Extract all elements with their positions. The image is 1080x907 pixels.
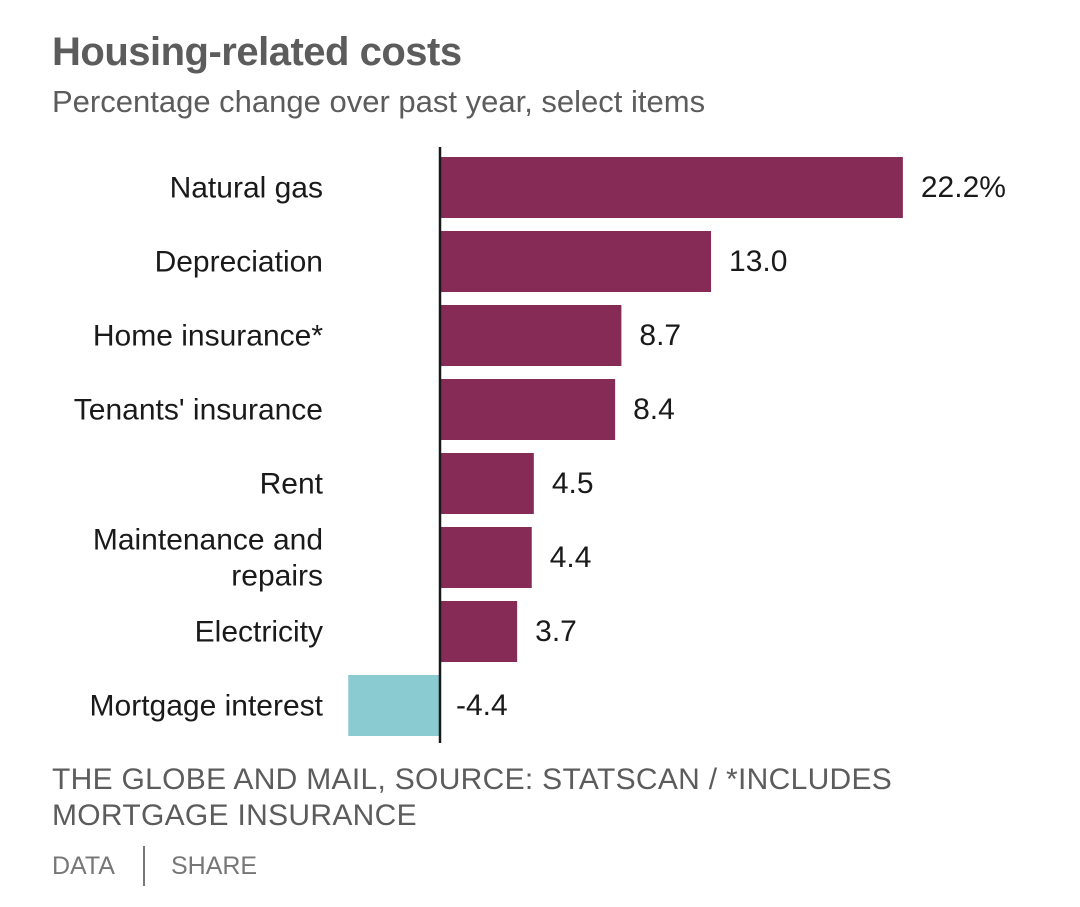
bar [440,231,712,292]
bars-layer [348,157,903,736]
category-label-line: Natural gas [170,171,323,204]
footer-divider [142,846,145,886]
category-label: Home insurance* [93,319,323,352]
category-label: Natural gas [170,171,323,204]
bar [440,379,616,440]
value-label: 4.5 [552,467,594,500]
category-label-line: repairs [231,559,323,592]
bar [440,601,518,662]
category-label-line: Electricity [195,615,323,648]
category-label-line: Home insurance* [93,319,323,352]
value-label: 8.4 [633,393,675,426]
category-label-line: Mortgage interest [90,689,324,722]
category-label: Maintenance and repairs [93,523,323,592]
category-label: Mortgage interest [90,689,324,722]
category-label-line: Depreciation [155,245,323,278]
bar-chart: 22.2% Natural gas 13.0 Depreciation 8.7 Home … [74,147,1006,743]
category-label: Rent [260,467,324,500]
category-label: Electricity [195,615,323,648]
data-link[interactable]: DATA [52,851,115,880]
bar [440,453,534,514]
bar [348,675,440,736]
bar [440,157,903,218]
bar [440,305,622,366]
chart-subtitle: Percentage change over past year, select… [52,84,706,119]
category-label-line: Maintenance and [93,523,323,556]
labels-layer: 22.2% Natural gas 13.0 Depreciation 8.7 Home … [74,171,1006,722]
value-label: 3.7 [535,615,577,648]
chart-title: Housing-related costs [52,30,462,74]
value-label: 8.7 [639,319,681,352]
share-link[interactable]: SHARE [170,851,258,880]
value-label: 13.0 [729,245,787,278]
bar [440,527,532,588]
category-label-line: Tenants' insurance [74,393,323,426]
value-label: 22.2% [921,171,1006,204]
value-label: 4.4 [550,541,592,574]
category-label-line: Rent [260,467,324,500]
footer-links: DATA SHARE [52,845,257,887]
source-note: THE GLOBE AND MAIL, SOURCE: STATSCAN / *… [52,763,893,832]
category-label: Depreciation [155,245,323,278]
value-label: -4.4 [456,689,508,722]
category-label: Tenants' insurance [74,393,323,426]
